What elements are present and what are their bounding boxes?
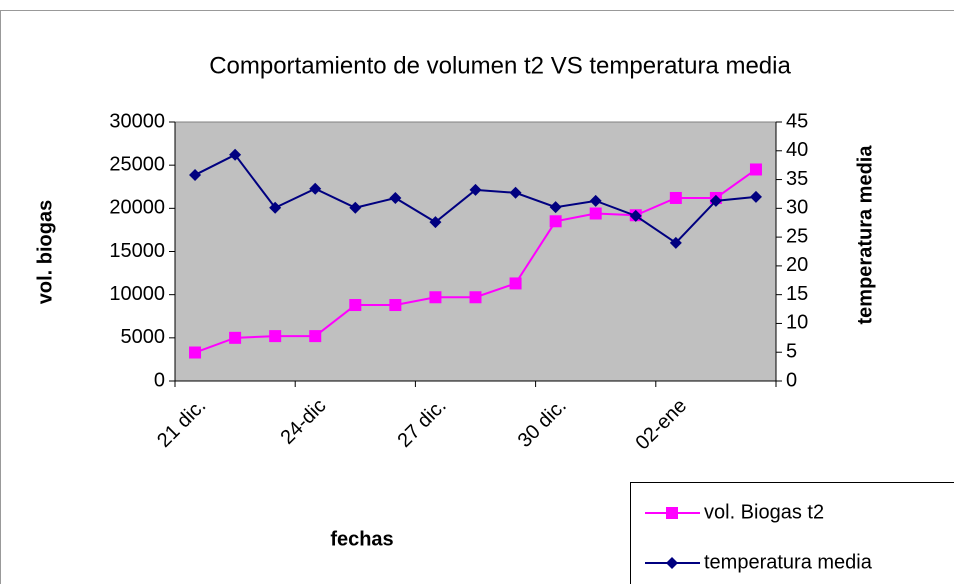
- legend-label: vol. Biogas t2: [704, 501, 824, 523]
- plot-area: [174, 121, 777, 382]
- data-point: [629, 209, 642, 222]
- data-point: [389, 191, 402, 204]
- data-point: [309, 182, 322, 195]
- data-point: [349, 201, 362, 214]
- data-point: [429, 216, 442, 229]
- y-axis-label: vol. biogas: [34, 200, 56, 304]
- data-point: [229, 148, 242, 161]
- data-point: [269, 330, 282, 343]
- y-tick-label: 20000: [109, 197, 165, 219]
- y2-tick-label: 40: [786, 139, 808, 161]
- data-point: [309, 330, 322, 343]
- data-point: [749, 163, 762, 176]
- legend-box: [630, 482, 954, 584]
- y2-tick-label: 45: [786, 110, 808, 132]
- data-point: [669, 191, 682, 204]
- legend-marker: [666, 507, 678, 519]
- y-tick-label: 0: [154, 369, 165, 391]
- y-tick-label: 15000: [109, 240, 165, 262]
- chart-title: Comportamiento de volumen t2 VS temperat…: [209, 52, 791, 79]
- data-point: [549, 215, 562, 228]
- y2-tick-label: 5: [786, 341, 797, 363]
- y2-axis-label: temperatura media: [854, 145, 876, 325]
- data-point: [229, 331, 242, 344]
- data-point: [549, 201, 562, 214]
- data-point: [189, 346, 202, 359]
- y-tick-label: 5000: [121, 326, 166, 348]
- data-point: [389, 299, 402, 312]
- data-point: [469, 183, 482, 196]
- data-point: [589, 194, 602, 207]
- data-point: [469, 291, 482, 304]
- y2-tick-label: 30: [786, 197, 808, 219]
- data-point: [749, 190, 762, 203]
- y-tick-label: 25000: [109, 153, 165, 175]
- y-tick-label: 10000: [109, 283, 165, 305]
- y2-tick-label: 25: [786, 225, 808, 247]
- y2-tick-label: 20: [786, 254, 808, 276]
- data-point: [269, 201, 282, 214]
- data-point: [509, 186, 522, 199]
- data-point: [509, 277, 522, 290]
- y-tick-label: 30000: [109, 110, 165, 132]
- data-point: [429, 291, 442, 304]
- y2-tick-label: 15: [786, 283, 808, 305]
- y2-tick-label: 35: [786, 168, 808, 190]
- legend-label: temperatura media: [704, 551, 873, 573]
- legend-marker: [666, 557, 678, 569]
- y2-tick-label: 10: [786, 312, 808, 334]
- data-point: [349, 299, 362, 312]
- x-axis-label: fechas: [330, 528, 393, 550]
- data-point: [709, 194, 722, 207]
- data-point: [669, 236, 682, 249]
- data-point: [589, 207, 602, 220]
- y2-tick-label: 0: [786, 369, 797, 391]
- data-point: [189, 168, 202, 181]
